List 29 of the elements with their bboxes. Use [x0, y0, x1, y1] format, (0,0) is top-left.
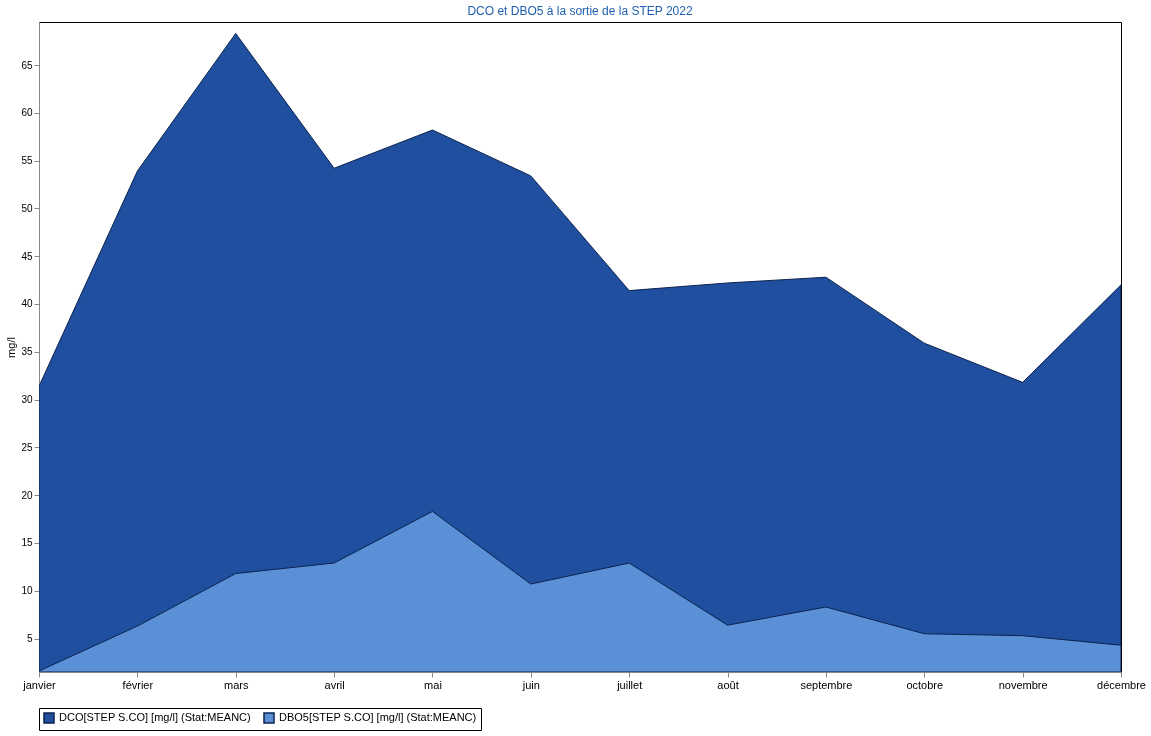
- x-tick-label: novembre: [998, 678, 1048, 691]
- y-tick-label: 55: [21, 155, 33, 167]
- y-tick-label: 50: [21, 202, 33, 214]
- x-tick-label: juin: [521, 678, 540, 691]
- x-tick-label: mars: [224, 678, 249, 691]
- y-tick-label: 30: [21, 394, 33, 406]
- y-tick-label: 25: [21, 441, 33, 453]
- y-tick-label: 35: [21, 346, 33, 358]
- x-tick-label: avril: [324, 678, 345, 691]
- y-tick-label: 20: [21, 489, 33, 501]
- legend-label: DBO5[STEP S.CO] [mg/l] (Stat:MEANC): [279, 711, 477, 723]
- x-tick-label: mai: [424, 678, 442, 691]
- y-tick-label: 40: [21, 298, 33, 310]
- y-tick-label: 5: [26, 633, 33, 645]
- x-tick-label: octobre: [906, 678, 944, 691]
- y-axis-title: mg/l: [5, 337, 18, 358]
- x-tick-label: février: [122, 678, 154, 691]
- x-tick-label: décembre: [1097, 678, 1146, 691]
- legend-label: DCO[STEP S.CO] [mg/l] (Stat:MEANC): [59, 711, 251, 723]
- y-tick-label: 45: [21, 250, 33, 262]
- y-tick-label: 15: [21, 537, 33, 549]
- x-tick-label: janvier: [22, 678, 57, 691]
- x-tick-label: septembre: [800, 678, 853, 691]
- y-tick-label: 65: [21, 59, 33, 71]
- chart-title: DCO et DBO5 à la sortie de la STEP 2022: [467, 4, 693, 18]
- x-tick-label: août: [717, 678, 739, 691]
- x-tick-label: juillet: [616, 678, 643, 691]
- y-tick-label: 10: [21, 585, 33, 597]
- y-tick-label: 60: [21, 107, 33, 119]
